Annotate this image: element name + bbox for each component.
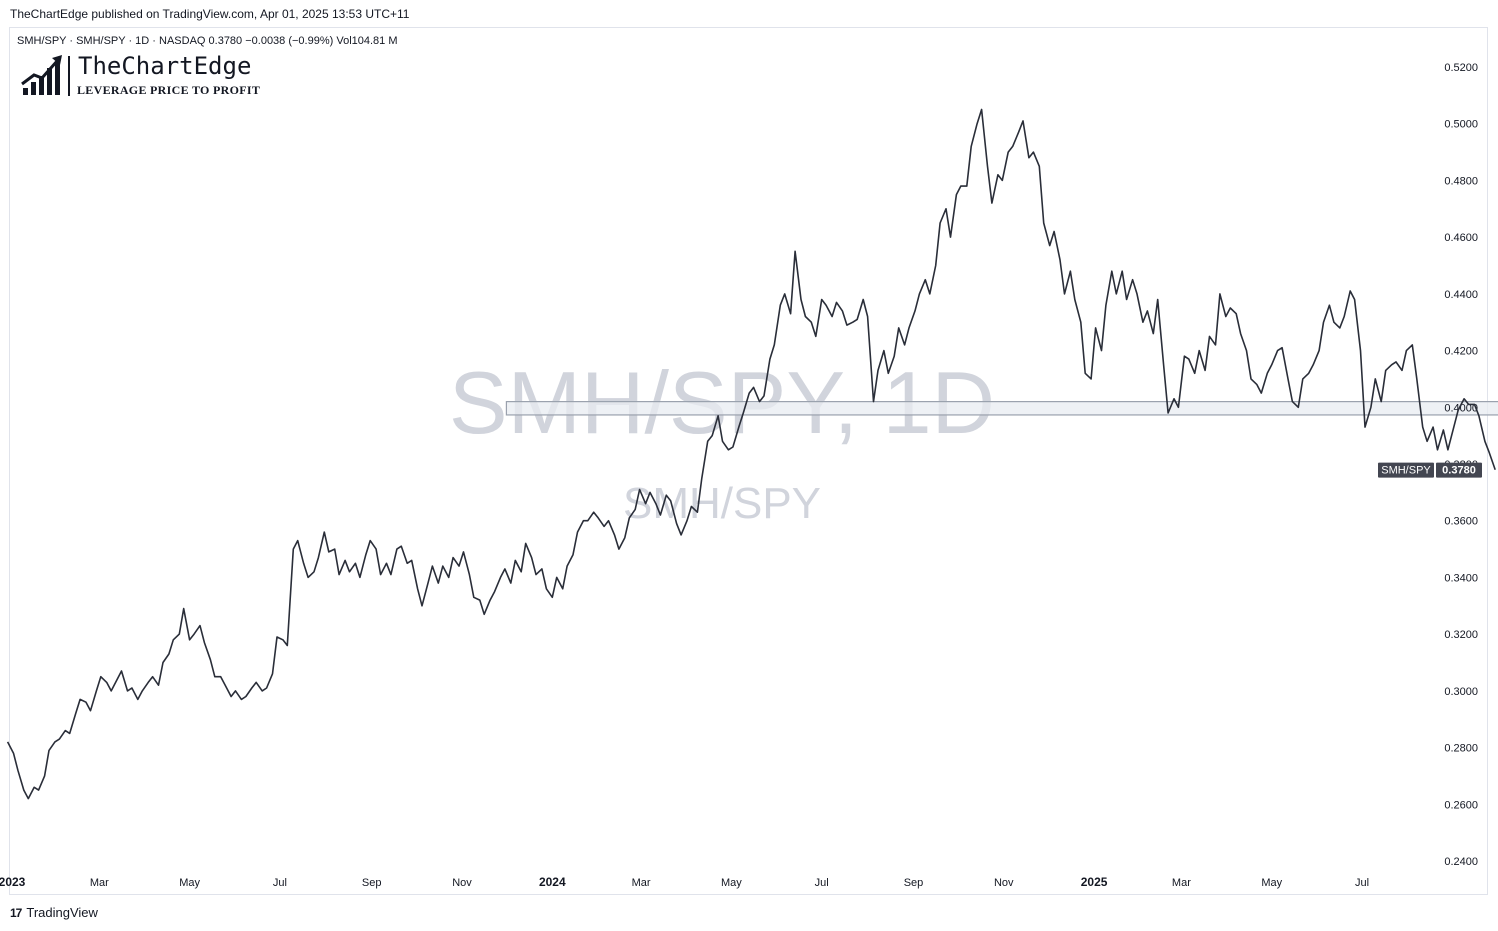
brand-logo: TheChartEdge LEVERAGE PRICE TO PROFIT — [20, 52, 260, 101]
x-tick-label: Jul — [1355, 877, 1369, 889]
logo-divider — [68, 56, 70, 96]
y-tick-label: 0.3400 — [1444, 572, 1478, 584]
y-tick-label: 0.4400 — [1444, 289, 1478, 301]
y-tick-label: 0.4200 — [1444, 346, 1478, 358]
logo-name: TheChartEdge — [78, 52, 252, 80]
logo-tagline: LEVERAGE PRICE TO PROFIT — [77, 83, 261, 97]
y-tick-label: 0.5200 — [1444, 62, 1478, 74]
tradingview-logo-icon: 17 — [10, 905, 22, 920]
y-tick-label: 0.3600 — [1444, 516, 1478, 528]
price-tag-value: 0.3780 — [1442, 465, 1476, 477]
y-tick-label: 0.2800 — [1444, 743, 1478, 755]
tradingview-footer[interactable]: 17 TradingView — [10, 905, 98, 920]
x-tick-label: 2025 — [1081, 875, 1108, 889]
x-tick-label: Sep — [904, 877, 924, 889]
x-tick-label: May — [1261, 877, 1282, 889]
x-tick-label: 2024 — [539, 875, 566, 889]
publish-info: TheChartEdge published on TradingView.co… — [10, 7, 410, 21]
x-tick-label: Mar — [1172, 877, 1191, 889]
x-tick-label: May — [721, 877, 742, 889]
series-line — [6, 108, 1496, 800]
price-tag-bg — [1436, 462, 1482, 478]
support-zone — [505, 401, 1498, 416]
symbol-tag-label: SMH/SPY — [1381, 465, 1431, 477]
y-tick-label: 0.4800 — [1444, 175, 1478, 187]
x-tick-label: Sep — [362, 877, 382, 889]
watermark-subtitle: SMH/SPY — [623, 479, 821, 528]
y-tick-label: 0.3200 — [1444, 629, 1478, 641]
x-tick-label: Mar — [90, 877, 109, 889]
y-tick-label: 0.5000 — [1444, 119, 1478, 131]
y-tick-label: 0.4000 — [1444, 402, 1478, 414]
x-tick-label: Nov — [452, 877, 472, 889]
y-tick-label: 0.3000 — [1444, 686, 1478, 698]
x-tick-label: Nov — [994, 877, 1014, 889]
x-tick-label: 2023 — [0, 875, 26, 889]
x-tick-label: May — [179, 877, 200, 889]
y-tick-label: 0.2400 — [1444, 856, 1478, 868]
y-tick-label: 0.4600 — [1444, 232, 1478, 244]
y-tick-label: 0.2600 — [1444, 799, 1478, 811]
x-tick-label: Jul — [815, 877, 829, 889]
tradingview-brand: TradingView — [26, 905, 98, 920]
chart-frame — [9, 27, 1488, 895]
symbol-legend[interactable]: SMH/SPY · SMH/SPY · 1D · NASDAQ 0.3780 −… — [17, 35, 398, 47]
symbol-tag-bg — [1378, 462, 1434, 478]
bar-chart-arrow-icon — [21, 55, 62, 95]
x-tick-label: Jul — [273, 877, 287, 889]
x-tick-label: Mar — [632, 877, 651, 889]
